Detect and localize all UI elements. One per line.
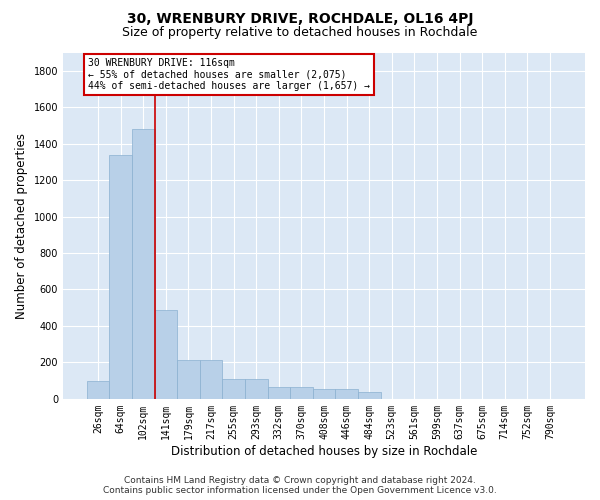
Bar: [155, 310, 177, 399]
Text: Contains HM Land Registry data © Crown copyright and database right 2024.
Contai: Contains HM Land Registry data © Crown c…: [103, 476, 497, 495]
Text: 30, WRENBURY DRIVE, ROCHDALE, OL16 4PJ: 30, WRENBURY DRIVE, ROCHDALE, OL16 4PJ: [127, 12, 473, 26]
Bar: [132, 129, 155, 399]
Bar: [223, 379, 245, 399]
Bar: [177, 360, 200, 399]
Y-axis label: Number of detached properties: Number of detached properties: [15, 132, 28, 318]
Text: 30 WRENBURY DRIVE: 116sqm
← 55% of detached houses are smaller (2,075)
44% of se: 30 WRENBURY DRIVE: 116sqm ← 55% of detac…: [88, 58, 370, 91]
Bar: [87, 380, 109, 399]
Bar: [245, 379, 268, 399]
Bar: [268, 387, 290, 399]
Bar: [290, 387, 313, 399]
Bar: [109, 154, 132, 399]
Text: Size of property relative to detached houses in Rochdale: Size of property relative to detached ho…: [122, 26, 478, 39]
Bar: [200, 360, 223, 399]
Bar: [358, 392, 380, 399]
Bar: [335, 389, 358, 399]
Bar: [313, 389, 335, 399]
X-axis label: Distribution of detached houses by size in Rochdale: Distribution of detached houses by size …: [171, 444, 477, 458]
